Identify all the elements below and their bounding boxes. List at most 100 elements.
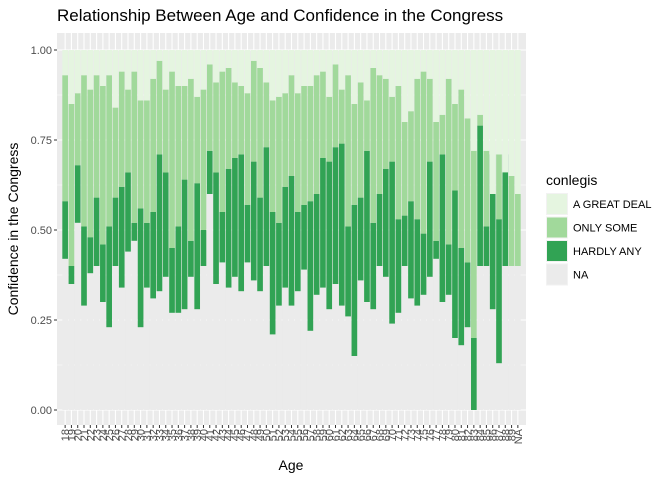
x-tick-label: 63 xyxy=(343,429,355,441)
bar-segment-a-great-deal xyxy=(150,50,157,79)
bar-segment-a-great-deal xyxy=(125,50,131,90)
bar-age-50 xyxy=(263,50,270,410)
x-tick-label: 20 xyxy=(73,429,85,441)
bar-segment-na xyxy=(515,266,521,410)
bar-segment-only-some xyxy=(320,71,326,158)
bar-segment-hardly-any xyxy=(62,201,68,259)
bar-segment-a-great-deal xyxy=(389,50,395,97)
bar-segment-a-great-deal xyxy=(282,50,289,94)
bar-segment-only-some xyxy=(200,89,207,230)
bar-age-23 xyxy=(93,50,100,410)
bar-age-56 xyxy=(301,50,307,410)
x-tick-label: 60 xyxy=(324,429,336,441)
bar-segment-hardly-any xyxy=(219,212,226,263)
bar-segment-na xyxy=(489,309,496,410)
bar-segment-only-some xyxy=(420,71,427,234)
x-tick-label: 71 xyxy=(393,429,405,441)
x-tick-label: 87 xyxy=(494,429,506,441)
bar-segment-na xyxy=(508,266,515,410)
bar-age-31 xyxy=(144,50,150,410)
bar-age-35 xyxy=(169,50,175,410)
bar-age-47 xyxy=(244,50,251,410)
y-axis-ticks: 0.00 0.25 0.50 0.75 1.00 xyxy=(31,45,57,417)
x-tick-label: 39 xyxy=(192,429,204,441)
bar-segment-na xyxy=(408,298,414,410)
bar-segment-na xyxy=(257,291,263,410)
y-tick-label: 0.50 xyxy=(31,225,52,237)
bar-age-69 xyxy=(382,50,389,410)
bar-segment-a-great-deal xyxy=(118,50,125,72)
bar-segment-hardly-any xyxy=(112,197,119,266)
bar-segment-a-great-deal xyxy=(489,50,496,194)
bar-segment-hardly-any xyxy=(169,248,175,313)
bar-age-67 xyxy=(370,50,377,410)
bar-age-88 xyxy=(502,50,509,410)
bar-segment-hardly-any xyxy=(408,201,414,299)
bar-segment-na xyxy=(414,305,421,410)
bar-segment-na xyxy=(162,276,169,410)
bar-segment-hardly-any xyxy=(93,197,100,266)
bar-segment-na xyxy=(313,294,320,410)
bar-age-71 xyxy=(395,50,402,410)
bar-segment-na xyxy=(137,327,144,410)
bar-segment-na xyxy=(395,312,402,410)
bar-segment-only-some xyxy=(156,60,163,155)
bar-segment-na xyxy=(263,266,270,410)
bar-segment-only-some xyxy=(269,100,276,212)
bar-age-19 xyxy=(68,50,75,410)
bar-age-62 xyxy=(338,50,345,410)
bar-segment-hardly-any xyxy=(471,338,477,410)
bars xyxy=(62,50,521,410)
bar-age-68 xyxy=(376,50,383,410)
bar-segment-na xyxy=(188,276,194,410)
x-tick-label: 66 xyxy=(362,429,374,441)
bar-segment-hardly-any xyxy=(351,204,358,356)
x-tick-label: 33 xyxy=(154,429,166,441)
bar-segment-hardly-any xyxy=(125,172,131,252)
legend-swatch xyxy=(547,241,567,261)
x-tick-label: 85 xyxy=(481,429,493,441)
bar-segment-na xyxy=(332,284,339,410)
bar-segment-hardly-any xyxy=(433,240,439,259)
bar-segment-hardly-any xyxy=(458,248,465,346)
bar-segment-only-some xyxy=(150,78,157,212)
x-tick-label: NA xyxy=(513,428,525,444)
bar-segment-only-some xyxy=(137,100,144,209)
bar-segment-na xyxy=(238,291,245,410)
bar-age-20 xyxy=(74,50,81,410)
bar-segment-a-great-deal xyxy=(433,50,439,122)
bar-age-89 xyxy=(508,50,515,410)
bar-segment-hardly-any xyxy=(225,168,232,288)
bar-age-28 xyxy=(125,50,131,410)
y-tick-label: 0.75 xyxy=(31,135,52,147)
bar-segment-only-some xyxy=(401,122,408,216)
bar-segment-hardly-any xyxy=(87,237,94,274)
bar-segment-na xyxy=(181,309,188,410)
bar-segment-hardly-any xyxy=(200,230,207,266)
bar-segment-only-some xyxy=(288,75,295,176)
legend: conlegis A GREAT DEAL ONLY SOME HARDLY ANY… xyxy=(546,172,651,286)
bar-segment-na xyxy=(477,266,483,410)
bar-segment-hardly-any xyxy=(301,204,307,270)
bar-age-82 xyxy=(464,50,471,410)
bar-segment-hardly-any xyxy=(100,244,106,302)
bar-segment-a-great-deal xyxy=(408,50,414,112)
bar-age-53 xyxy=(282,50,289,410)
bar-segment-a-great-deal xyxy=(414,50,421,79)
bar-segment-na xyxy=(232,276,238,410)
bar-segment-hardly-any xyxy=(269,212,276,335)
bar-segment-a-great-deal xyxy=(175,50,182,86)
bar-segment-only-some xyxy=(301,86,307,205)
bar-segment-na xyxy=(307,330,314,410)
bar-segment-a-great-deal xyxy=(100,50,106,86)
bar-segment-a-great-deal xyxy=(62,50,68,76)
bar-segment-only-some xyxy=(112,107,119,198)
legend-label: NA xyxy=(573,270,589,282)
bar-segment-a-great-deal xyxy=(225,50,232,68)
x-tick-label: 24 xyxy=(98,429,110,441)
bar-segment-only-some xyxy=(515,194,521,266)
bar-segment-only-some xyxy=(294,93,301,212)
bar-segment-hardly-any xyxy=(313,194,320,295)
bar-age-48 xyxy=(250,50,257,410)
bar-segment-na xyxy=(376,266,383,410)
